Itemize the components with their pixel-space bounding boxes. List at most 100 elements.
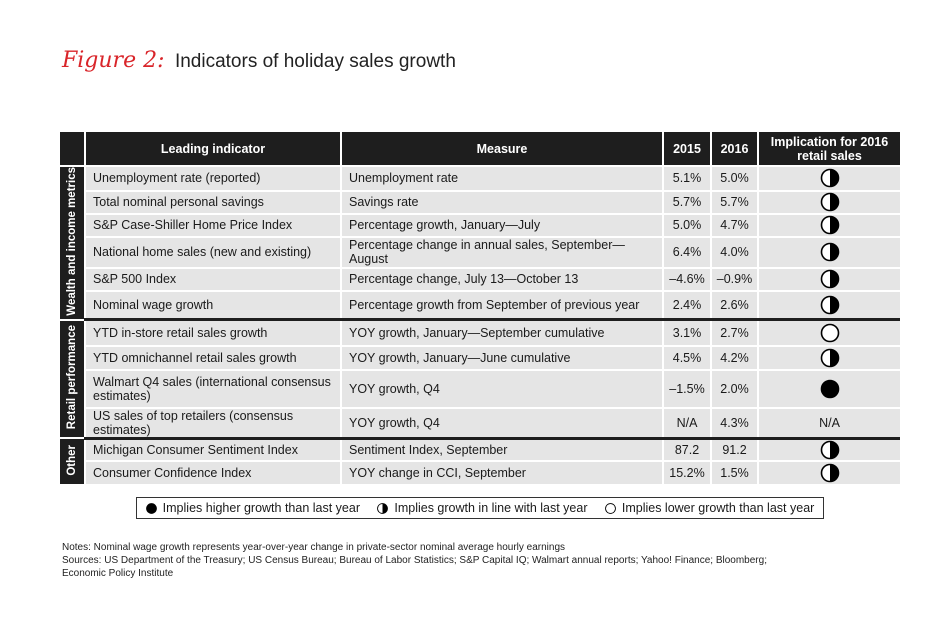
value-2015-cell: 5.0% xyxy=(663,214,711,237)
header-leading-indicator: Leading indicator xyxy=(85,132,341,166)
indicator-cell: Total nominal personal savings xyxy=(85,191,341,214)
value-2016-cell: 5.0% xyxy=(711,166,758,191)
measure-cell: YOY growth, Q4 xyxy=(341,370,663,408)
table-row: Walmart Q4 sales (international consensu… xyxy=(60,370,900,408)
value-2015-cell: N/A xyxy=(663,408,711,439)
value-2016-cell: 4.3% xyxy=(711,408,758,439)
legend-item-half: Implies growth in line with last year xyxy=(377,501,587,515)
table-row: Nominal wage growth Percentage growth fro… xyxy=(60,291,900,320)
empty-circle-icon xyxy=(605,503,616,514)
value-2015-cell: 4.5% xyxy=(663,346,711,370)
implication-cell xyxy=(758,214,900,237)
value-2016-cell: 1.5% xyxy=(711,461,758,485)
value-2015-cell: –1.5% xyxy=(663,370,711,408)
value-2015-cell: –4.6% xyxy=(663,268,711,291)
value-2016-cell: 2.0% xyxy=(711,370,758,408)
group-label: Retail performance xyxy=(60,320,85,439)
table-row: Retail performance YTD in-store retail sa… xyxy=(60,320,900,346)
implication-cell xyxy=(758,320,900,346)
legend-item-empty: Implies lower growth than last year xyxy=(605,501,814,515)
legend: Implies higher growth than last year Imp… xyxy=(136,497,824,519)
indicators-table: Leading indicator Measure 2015 2016 Impl… xyxy=(60,132,900,486)
implication-cell xyxy=(758,370,900,408)
header-row: Leading indicator Measure 2015 2016 Impl… xyxy=(60,132,900,166)
group-label-text: Retail performance xyxy=(66,325,78,429)
measure-cell: YOY growth, January—September cumulative xyxy=(341,320,663,346)
indicator-cell: Nominal wage growth xyxy=(85,291,341,320)
table-row: Total nominal personal savings Savings ra… xyxy=(60,191,900,214)
full-circle-icon xyxy=(820,379,840,399)
table-row: US sales of top retailers (consensus est… xyxy=(60,408,900,439)
table-row: YTD omnichannel retail sales growth YOY g… xyxy=(60,346,900,370)
group-label-text: Wealth and income metrics xyxy=(66,167,78,316)
legend-item-full: Implies higher growth than last year xyxy=(146,501,360,515)
table-row: Other Michigan Consumer Sentiment Index Se… xyxy=(60,438,900,461)
half-circle-icon xyxy=(820,295,840,315)
header-implication: Implication for 2016 retail sales xyxy=(758,132,900,166)
half-circle-icon xyxy=(820,215,840,235)
value-2015-cell: 15.2% xyxy=(663,461,711,485)
value-2016-cell: 5.7% xyxy=(711,191,758,214)
indicator-cell: Unemployment rate (reported) xyxy=(85,166,341,191)
value-2015-cell: 6.4% xyxy=(663,237,711,268)
measure-cell: YOY change in CCI, September xyxy=(341,461,663,485)
measure-cell: Percentage growth, January—July xyxy=(341,214,663,237)
indicator-cell: YTD omnichannel retail sales growth xyxy=(85,346,341,370)
implication-cell xyxy=(758,237,900,268)
notes-line: Notes: Nominal wage growth represents ye… xyxy=(62,541,767,554)
sources-line-cont: Economic Policy Institute xyxy=(62,567,767,580)
indicator-cell: Michigan Consumer Sentiment Index xyxy=(85,438,341,461)
measure-cell: YOY growth, January—June cumulative xyxy=(341,346,663,370)
table-row: National home sales (new and existing) Pe… xyxy=(60,237,900,268)
half-circle-icon xyxy=(820,168,840,188)
implication-cell xyxy=(758,166,900,191)
full-circle-icon xyxy=(146,503,157,514)
indicator-cell: National home sales (new and existing) xyxy=(85,237,341,268)
table-row: S&P Case-Shiller Home Price Index Percent… xyxy=(60,214,900,237)
implication-cell xyxy=(758,461,900,485)
sources-line: Sources: US Department of the Treasury; … xyxy=(62,554,767,567)
legend-full-label: Implies higher growth than last year xyxy=(163,501,360,515)
table-row: Consumer Confidence Index YOY change in C… xyxy=(60,461,900,485)
figure-label: Figure 2: xyxy=(62,48,165,73)
indicator-cell: Consumer Confidence Index xyxy=(85,461,341,485)
group-label: Wealth and income metrics xyxy=(60,166,85,320)
half-circle-icon xyxy=(820,192,840,212)
indicator-cell: Walmart Q4 sales (international consensu… xyxy=(85,370,341,408)
header-2016: 2016 xyxy=(711,132,758,166)
indicator-cell: S&P 500 Index xyxy=(85,268,341,291)
half-circle-icon xyxy=(820,242,840,262)
value-2015-cell: 5.7% xyxy=(663,191,711,214)
value-2015-cell: 3.1% xyxy=(663,320,711,346)
value-2015-cell: 2.4% xyxy=(663,291,711,320)
indicator-cell: YTD in-store retail sales growth xyxy=(85,320,341,346)
implication-cell xyxy=(758,191,900,214)
value-2015-cell: 5.1% xyxy=(663,166,711,191)
value-2015-cell: 87.2 xyxy=(663,438,711,461)
group-label-text: Other xyxy=(66,445,78,476)
figure-title: Figure 2: Indicators of holiday sales gr… xyxy=(62,48,456,73)
value-2016-cell: –0.9% xyxy=(711,268,758,291)
implication-cell: N/A xyxy=(758,408,900,439)
half-circle-icon xyxy=(820,463,840,483)
measure-cell: Sentiment Index, September xyxy=(341,438,663,461)
implication-cell xyxy=(758,268,900,291)
header-2015: 2015 xyxy=(663,132,711,166)
half-circle-icon xyxy=(820,269,840,289)
group-label: Other xyxy=(60,438,85,485)
half-circle-icon xyxy=(820,348,840,368)
table-row: S&P 500 Index Percentage change, July 13—… xyxy=(60,268,900,291)
implication-cell xyxy=(758,346,900,370)
half-circle-icon xyxy=(820,440,840,460)
measure-cell: Unemployment rate xyxy=(341,166,663,191)
measure-cell: Percentage change, July 13—October 13 xyxy=(341,268,663,291)
indicator-cell: S&P Case-Shiller Home Price Index xyxy=(85,214,341,237)
half-circle-icon xyxy=(377,503,388,514)
measure-cell: Percentage growth from September of prev… xyxy=(341,291,663,320)
indicator-cell: US sales of top retailers (consensus est… xyxy=(85,408,341,439)
value-2016-cell: 2.7% xyxy=(711,320,758,346)
notes: Notes: Nominal wage growth represents ye… xyxy=(62,541,767,580)
header-spacer xyxy=(60,132,85,166)
figure-heading: Indicators of holiday sales growth xyxy=(175,51,456,72)
value-2016-cell: 4.7% xyxy=(711,214,758,237)
